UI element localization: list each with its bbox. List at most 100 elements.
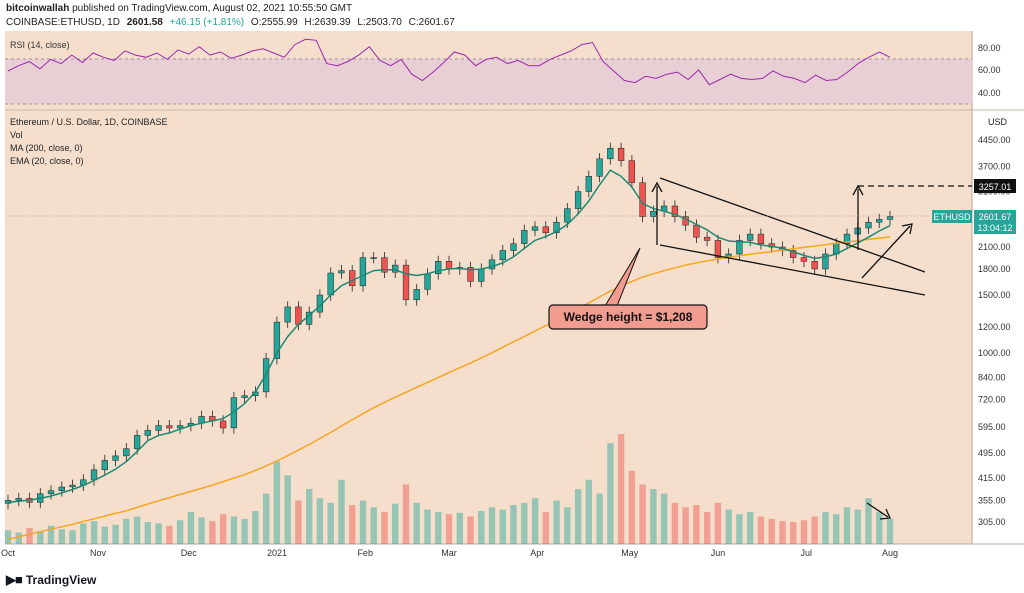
- candle-body: [133, 435, 141, 449]
- volume-bar: [144, 522, 151, 544]
- volume-bar: [833, 514, 840, 544]
- volume-bar: [316, 498, 324, 544]
- candle-body: [499, 250, 506, 261]
- candle-body: [359, 257, 367, 287]
- close-value: C:2601.67: [408, 17, 455, 28]
- candle-body: [811, 261, 818, 270]
- symbol-name: COINBASE:ETHUSD, 1D: [6, 17, 120, 28]
- main-title: Ethereum / U.S. Dollar, 1D, COINBASE: [10, 117, 168, 127]
- candle-body: [413, 289, 420, 301]
- volume-bar: [639, 484, 646, 544]
- volume-bar: [26, 528, 33, 544]
- target-price-tag: [974, 179, 1016, 193]
- publish-info: bitcoinwallah published on TradingView.c…: [6, 3, 352, 14]
- volume-bar: [886, 518, 894, 544]
- candle-body: [90, 469, 98, 481]
- volume-bar: [488, 507, 496, 544]
- candle-body: [650, 210, 657, 217]
- volume-bar: [133, 516, 141, 544]
- candle-body: [58, 486, 65, 491]
- ema20-line: [7, 169, 891, 504]
- main-panel: Ethereum / U.S. Dollar, 1D, COINBASE Vol…: [1, 117, 1011, 558]
- price-tick-label: 1200.00: [978, 322, 1011, 332]
- rsi-tick-60: 60.00: [978, 65, 1001, 75]
- volume-bar: [176, 520, 184, 544]
- author-name: bitcoinwallah: [6, 3, 70, 14]
- candle-body: [628, 160, 635, 183]
- wedge-height-label: Wedge height = $1,208: [564, 310, 693, 324]
- price-tick-label: 720.00: [978, 395, 1006, 405]
- volume-bar: [768, 518, 775, 544]
- volume-arrow-icon: [879, 508, 891, 520]
- indicator-ma: MA (200, close, 0): [10, 143, 83, 153]
- candle-body: [607, 147, 614, 160]
- wedge-annotations: Wedge height = $1,208 3257.01 ETHUSD 260…: [5, 177, 1016, 520]
- price-tick-label: 355.00: [978, 495, 1006, 505]
- time-tick-label: Aug: [882, 548, 898, 558]
- candle-body: [402, 264, 410, 301]
- candle-body: [596, 158, 603, 177]
- candle-body: [112, 455, 119, 461]
- volume-bar: [306, 489, 313, 544]
- indicator-vol: Vol: [10, 130, 23, 140]
- volume-bar: [123, 518, 130, 544]
- last-price: 2601.58: [126, 17, 163, 28]
- price-tick-label: 1800.00: [978, 264, 1011, 274]
- candle-body: [671, 205, 679, 217]
- candle-body: [155, 425, 162, 431]
- volume-bar: [747, 511, 754, 544]
- volume-bar: [704, 511, 711, 544]
- price-tick-label: 4450.00: [978, 135, 1011, 145]
- volume-bar: [596, 493, 603, 544]
- volume-bar: [90, 521, 98, 544]
- symbol-bar: COINBASE:ETHUSD, 1D 2601.58 +46.15 (+1.8…: [6, 17, 455, 28]
- candle-body: [553, 221, 560, 234]
- tradingview-logo-icon: ▶■: [6, 572, 23, 587]
- candle-body: [69, 484, 76, 488]
- publish-date: published on TradingView.com, August 02,…: [72, 3, 353, 14]
- candle-body: [617, 147, 625, 161]
- candle-body: [241, 395, 248, 398]
- volume-bar: [381, 511, 388, 544]
- candle-body: [790, 250, 797, 258]
- candle-body: [800, 257, 808, 262]
- candle-body: [757, 233, 765, 244]
- target-price-label: 3257.01: [979, 182, 1012, 192]
- symbol-tag: [932, 210, 972, 223]
- high-value: H:2639.39: [304, 17, 351, 28]
- time-tick-label: Feb: [357, 548, 373, 558]
- volume-bar: [445, 514, 453, 544]
- volume-bar: [585, 479, 592, 544]
- volume-bar: [843, 507, 851, 544]
- time-tick-label: Oct: [1, 548, 16, 558]
- candle-body: [531, 226, 539, 231]
- volume-bar: [800, 520, 808, 544]
- price-tick-label: 840.00: [978, 373, 1006, 383]
- time-tick-label: Mar: [441, 548, 457, 558]
- volume-bar: [467, 516, 474, 544]
- volume-bar: [327, 502, 334, 545]
- bar-countdown: 13:04:12: [977, 223, 1012, 233]
- candle-body: [564, 208, 571, 223]
- candle-body: [123, 448, 130, 457]
- candle-body: [736, 240, 743, 255]
- candle-body: [327, 272, 334, 296]
- volume-bar: [790, 522, 797, 544]
- volume-bar: [359, 500, 367, 544]
- volume-bar: [4, 530, 12, 545]
- candle-body: [101, 460, 108, 471]
- time-tick-label: 2021: [267, 548, 287, 558]
- time-tick-label: Jul: [800, 548, 812, 558]
- volume-bar: [564, 507, 571, 544]
- volume-bar: [58, 529, 65, 544]
- candle-body: [338, 270, 345, 274]
- candle-body: [876, 219, 883, 223]
- candle-body: [144, 430, 151, 436]
- volume-bar: [155, 523, 162, 544]
- rsi-tick-80: 80.00: [978, 43, 1001, 53]
- volume-bar: [553, 500, 560, 544]
- candle-body: [822, 253, 829, 270]
- volume-bar: [263, 493, 270, 544]
- volume-bar: [682, 507, 689, 544]
